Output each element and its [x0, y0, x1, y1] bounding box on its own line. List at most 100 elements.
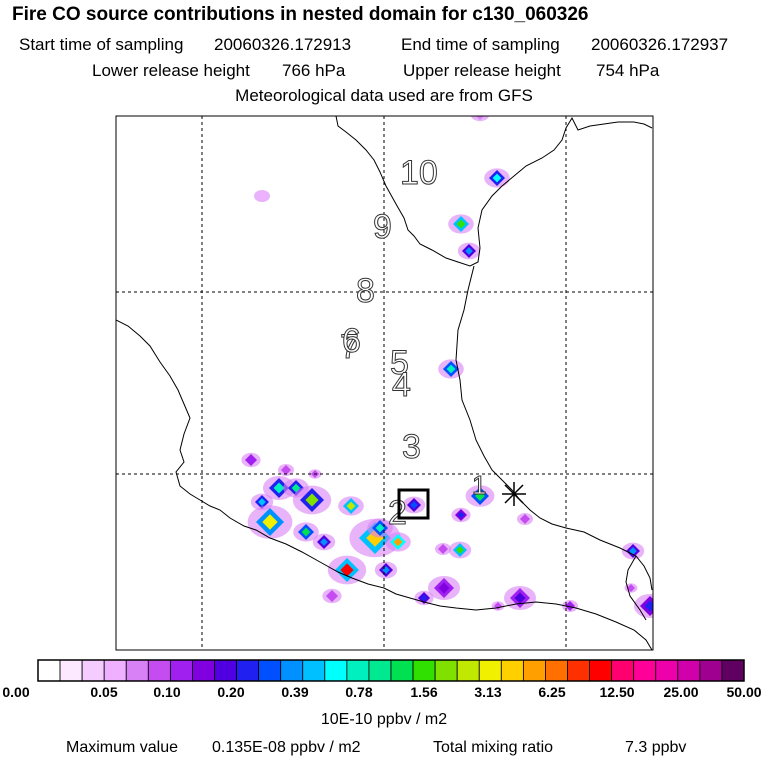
release-point-marker [502, 482, 526, 506]
colorbar-cell [434, 659, 458, 682]
lower-height-label: Lower release height [92, 61, 250, 80]
concentration-core [393, 537, 403, 547]
concentration-core [420, 594, 428, 602]
colorbar-cell [721, 659, 745, 682]
colorbar-cell [633, 659, 657, 682]
colorbar-cell [302, 659, 326, 682]
colorbar-tick-label: 0.39 [281, 684, 309, 700]
colorbar-cell [522, 659, 546, 682]
total-mixing-value: 7.3 ppbv [625, 739, 687, 756]
colorbar-cell [699, 659, 723, 682]
map-frame [115, 115, 654, 651]
colorbar-cell [655, 659, 679, 682]
concentration-core [262, 514, 278, 530]
colorbar-cell [59, 659, 83, 682]
concentration-core [346, 501, 356, 511]
concentration-core [258, 498, 266, 506]
concentration-core [492, 173, 502, 183]
concentration-core [514, 592, 526, 604]
concentration-core [366, 529, 384, 547]
colorbar-cell [214, 659, 237, 682]
lower-height-value: 766 hPa [282, 61, 346, 80]
map-title: Fire CO source contributions in nested d… [12, 4, 589, 25]
lat-lon-grid [116, 116, 653, 650]
trajectory-label-2: 2 [388, 494, 407, 532]
colorbar-cell [456, 659, 480, 682]
concentration-core [438, 582, 450, 594]
concentration-core [301, 527, 311, 537]
colorbar-cell [258, 659, 282, 682]
concentration-core [328, 592, 336, 600]
trajectory-label-1: 1 [472, 470, 486, 500]
concentration-core [247, 456, 255, 464]
colorbar-cell [346, 659, 370, 682]
concentration-core [291, 483, 301, 493]
upper-height-value: 754 hPa [596, 61, 660, 80]
end-time-label: End time of sampling [401, 35, 560, 54]
concentration-core [320, 538, 328, 546]
concentration-core [446, 364, 456, 374]
sampling-location-box [397, 488, 430, 520]
colorbar-cell [236, 659, 260, 682]
colorbar-cell [324, 659, 348, 682]
max-value-label: Maximum value [66, 739, 179, 756]
colorbar-cell [589, 659, 613, 682]
max-value: 0.135E-08 ppbv / m2 [212, 739, 361, 756]
start-time-value: 20060326.172913 [214, 35, 352, 54]
concentration-core [273, 482, 285, 494]
concentration-core [375, 523, 385, 533]
concentration-core [456, 219, 466, 229]
concentration-core [628, 585, 634, 591]
coastline-gulf [335, 116, 653, 267]
concentration-core [456, 546, 464, 554]
colorbar-cell [567, 659, 590, 682]
colorbar-units: 10E-10 ppbv / m2 [320, 711, 448, 728]
colorbar-tick-label: 3.13 [474, 684, 502, 700]
concentration-core [465, 247, 473, 255]
trajectory-label-8: 8 [356, 272, 375, 310]
colorbar-tick-label: 0.10 [153, 684, 181, 700]
colorbar-frame [37, 659, 745, 682]
coastline-gulf-inner [455, 265, 653, 591]
colorbar-cell [147, 659, 171, 682]
colorbar-cell [611, 659, 635, 682]
colorbar-cell [677, 659, 701, 682]
trajectory-label-10: 10 [400, 154, 438, 192]
concentration-core [475, 491, 485, 501]
concentration-core [644, 600, 653, 612]
concentration-core [440, 546, 446, 552]
trajectory-label-4: 4 [392, 366, 411, 404]
colorbar-cell [103, 659, 127, 682]
colorbar-tick-label: 6.25 [538, 684, 566, 700]
colorbar-cell [412, 659, 436, 682]
concentration-core [340, 563, 354, 577]
colorbar-tick-label: 25.00 [663, 684, 699, 700]
colorbar-cell [37, 659, 61, 682]
colorbar-tick-label: 0.20 [217, 684, 245, 700]
trajectory-label-3: 3 [402, 428, 421, 466]
colorbar-tick-label: 0.00 [2, 684, 30, 700]
coastline-pacific [116, 319, 653, 650]
colorbar-cell [280, 659, 304, 682]
trajectory-label-7: 7 [340, 328, 359, 366]
met-data-note: Meteorological data used are from GFS [235, 86, 533, 105]
trajectory-labels: 10 9 8 7 6 5 4 3 2 1 [340, 154, 487, 533]
coastline-east [625, 555, 647, 621]
colorbar-cell [478, 659, 502, 682]
trajectory-label-5: 5 [390, 344, 409, 382]
concentration-core [629, 547, 637, 555]
colorbar-tick-label: 12.50 [599, 684, 635, 700]
concentration-core [283, 467, 289, 473]
upper-height-label: Upper release height [403, 61, 561, 80]
colorbar-tick-label: 0.05 [90, 684, 118, 700]
colorbar-tick-label: 1.56 [410, 684, 438, 700]
end-time-value: 20060326.172937 [591, 35, 729, 54]
total-mixing-label: Total mixing ratio [433, 739, 554, 756]
concentration-core [259, 193, 265, 199]
colorbar-cell [125, 659, 149, 682]
colorbar-cell [545, 659, 568, 682]
colorbar-cell [390, 659, 414, 682]
colorbar-tick-label: 0.78 [345, 684, 373, 700]
